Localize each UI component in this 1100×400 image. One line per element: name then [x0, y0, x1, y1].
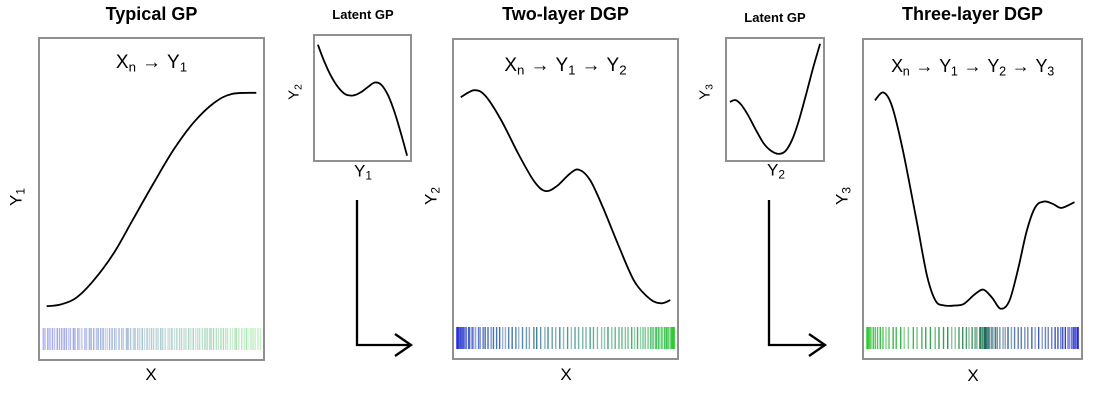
plot-box-three-layer-dgp: [862, 38, 1083, 360]
gp-curve: [317, 44, 408, 156]
y-axis-label-three-layer-dgp: Y3: [832, 187, 854, 205]
gp-curve: [729, 43, 821, 155]
three-layer-dgp-plot: [866, 91, 1079, 349]
panel-title-latent-gp-2: Latent GP: [744, 10, 806, 25]
y-axis-label-latent-gp-2: Y3: [696, 84, 716, 100]
y-axis-label-two-layer-dgp: Y2: [421, 187, 443, 205]
latent-1-flow-arrow-icon: [355, 200, 414, 357]
gp-curve: [460, 89, 671, 305]
panel-title-three-layer-dgp: Three-layer DGP: [901, 4, 1044, 24]
panel-title-latent-gp-1: Latent GP: [332, 7, 394, 22]
panel-title-typical-gp: Typical GP: [105, 4, 198, 24]
annotation-typical-gp: Xn → Y1: [115, 52, 188, 75]
annotation-three-layer-dgp: Xn → Y1 → Y2 → Y3: [891, 56, 1054, 79]
plot-box-two-layer-dgp: [452, 38, 679, 360]
plot-box-latent-gp-2: [725, 37, 825, 162]
latent-gp-2-plot: [729, 43, 821, 155]
latent-gp-1-plot: [317, 44, 408, 156]
plot-box-latent-gp-1: [313, 34, 412, 162]
rug-ticks: [866, 327, 1079, 349]
y-axis-label-latent-gp-1: Y2: [285, 84, 305, 100]
annotation-two-layer-dgp: Xn → Y1 → Y2: [504, 55, 627, 78]
x-axis-label-three-layer-dgp: X: [967, 366, 979, 385]
typical-gp-plot: [42, 91, 262, 350]
x-axis-label-latent-gp-2: Y2: [767, 160, 785, 182]
gp-curve: [46, 91, 257, 308]
rug-ticks: [456, 327, 675, 349]
y-axis-label-typical-gp: Y1: [6, 188, 28, 206]
rug-ticks: [42, 328, 262, 350]
gp-curve: [874, 91, 1075, 310]
two-layer-dgp-plot: [456, 89, 675, 349]
plot-box-typical-gp: [38, 37, 265, 361]
panel-title-two-layer-dgp: Two-layer DGP: [502, 4, 629, 24]
x-axis-label-two-layer-dgp: X: [560, 365, 572, 384]
x-axis-label-typical-gp: X: [145, 365, 157, 384]
latent-2-flow-arrow-icon: [767, 200, 828, 357]
x-axis-label-latent-gp-1: Y1: [354, 161, 372, 183]
